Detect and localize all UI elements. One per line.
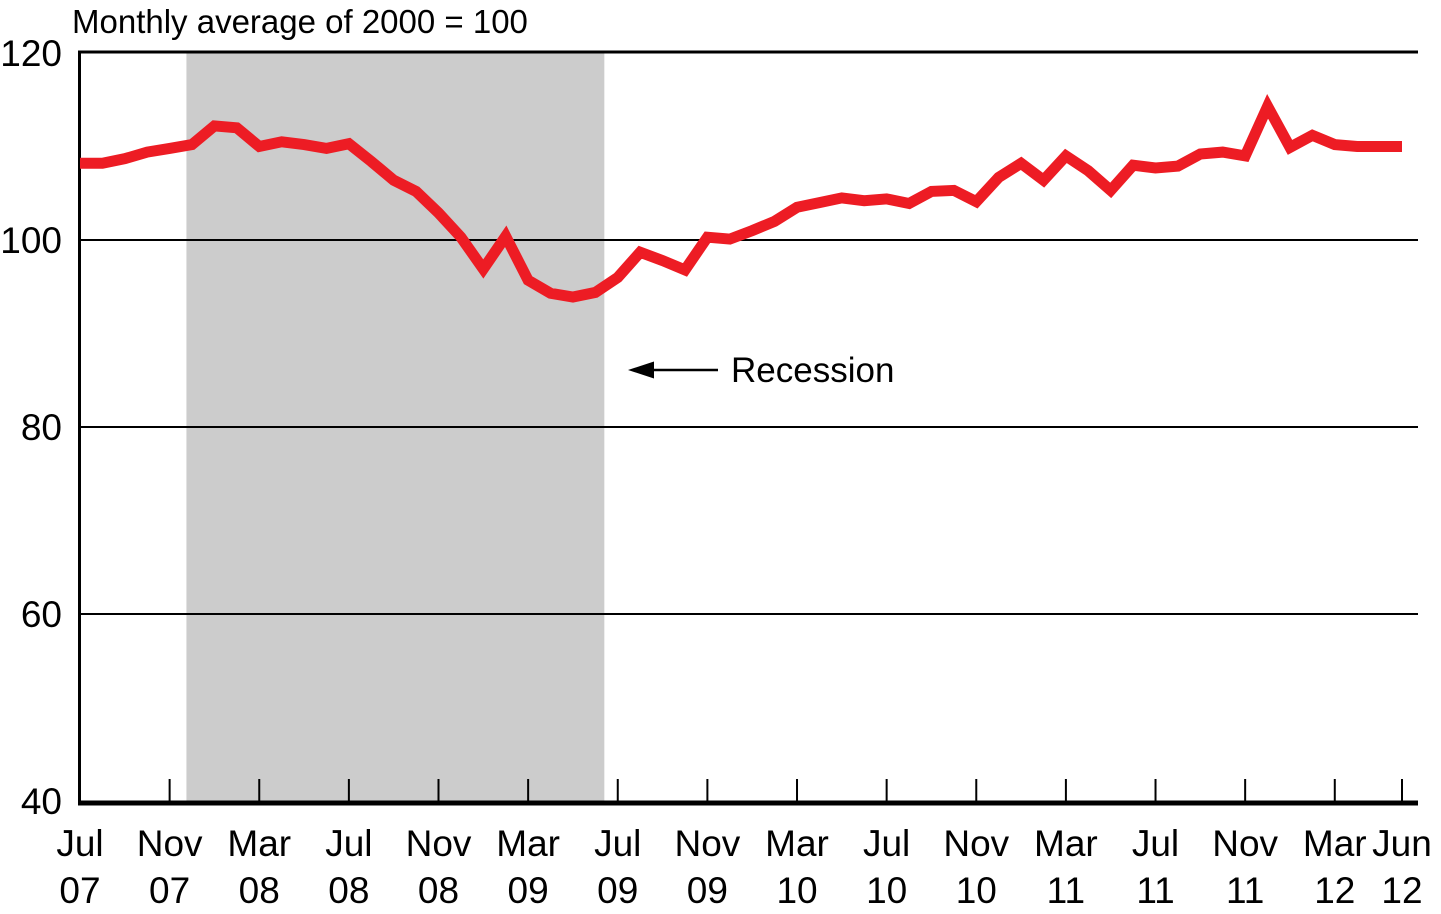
x-axis-label-month: Jul [1132,823,1179,864]
x-axis-label-month: Jul [56,823,103,864]
y-axis-label: 120 [0,33,62,74]
y-axis-label: 40 [21,781,62,822]
x-axis-label-year: 10 [776,870,817,911]
x-axis-label-month: Mar [227,823,291,864]
x-axis-label-month: Jul [325,823,372,864]
x-axis-label-year: 10 [956,870,997,911]
x-axis-label-year: 07 [59,870,100,911]
x-axis-label-year: 08 [418,870,459,911]
x-axis-label-month: Mar [496,823,560,864]
x-axis-label-year: 12 [1381,870,1422,911]
x-axis-label-year: 12 [1314,870,1355,911]
x-axis-label-year: 11 [1047,870,1085,911]
y-axis-label: 80 [21,407,62,448]
x-axis-label-month: Jul [594,823,641,864]
chart-plot-area: 120100806040Jul07Nov07Mar08Jul08Nov08Mar… [0,33,1432,911]
x-axis-label-month: Nov [1212,823,1278,864]
y-axis-label: 60 [21,594,62,635]
x-axis-label-year: 08 [239,870,280,911]
x-axis-label-month: Jun [1372,823,1432,864]
x-axis-label-year: 09 [687,870,728,911]
x-axis-label-month: Mar [765,823,829,864]
recession-annotation-label: Recession [731,351,894,390]
x-axis-label-year: 07 [149,870,190,911]
left-arrow-icon [628,361,654,379]
x-axis-label-year: 08 [328,870,369,911]
x-axis-label-month: Jul [863,823,910,864]
x-axis-label-month: Mar [1303,823,1367,864]
x-axis-label-month: Nov [674,823,740,864]
x-axis-label-year: 11 [1136,870,1174,911]
chart-title: Monthly average of 2000 = 100 [72,3,528,40]
x-axis-label-month: Nov [406,823,472,864]
recession-annotation: Recession [628,351,894,390]
x-axis-label-year: 11 [1226,870,1264,911]
x-axis-label-month: Nov [137,823,203,864]
x-axis-label-year: 10 [866,870,907,911]
x-axis-label-month: Nov [943,823,1009,864]
y-axis-label: 100 [0,220,62,261]
data-line [80,93,1402,303]
x-axis-label-month: Mar [1034,823,1098,864]
x-axis-label-year: 09 [508,870,549,911]
x-axis-label-year: 09 [597,870,638,911]
